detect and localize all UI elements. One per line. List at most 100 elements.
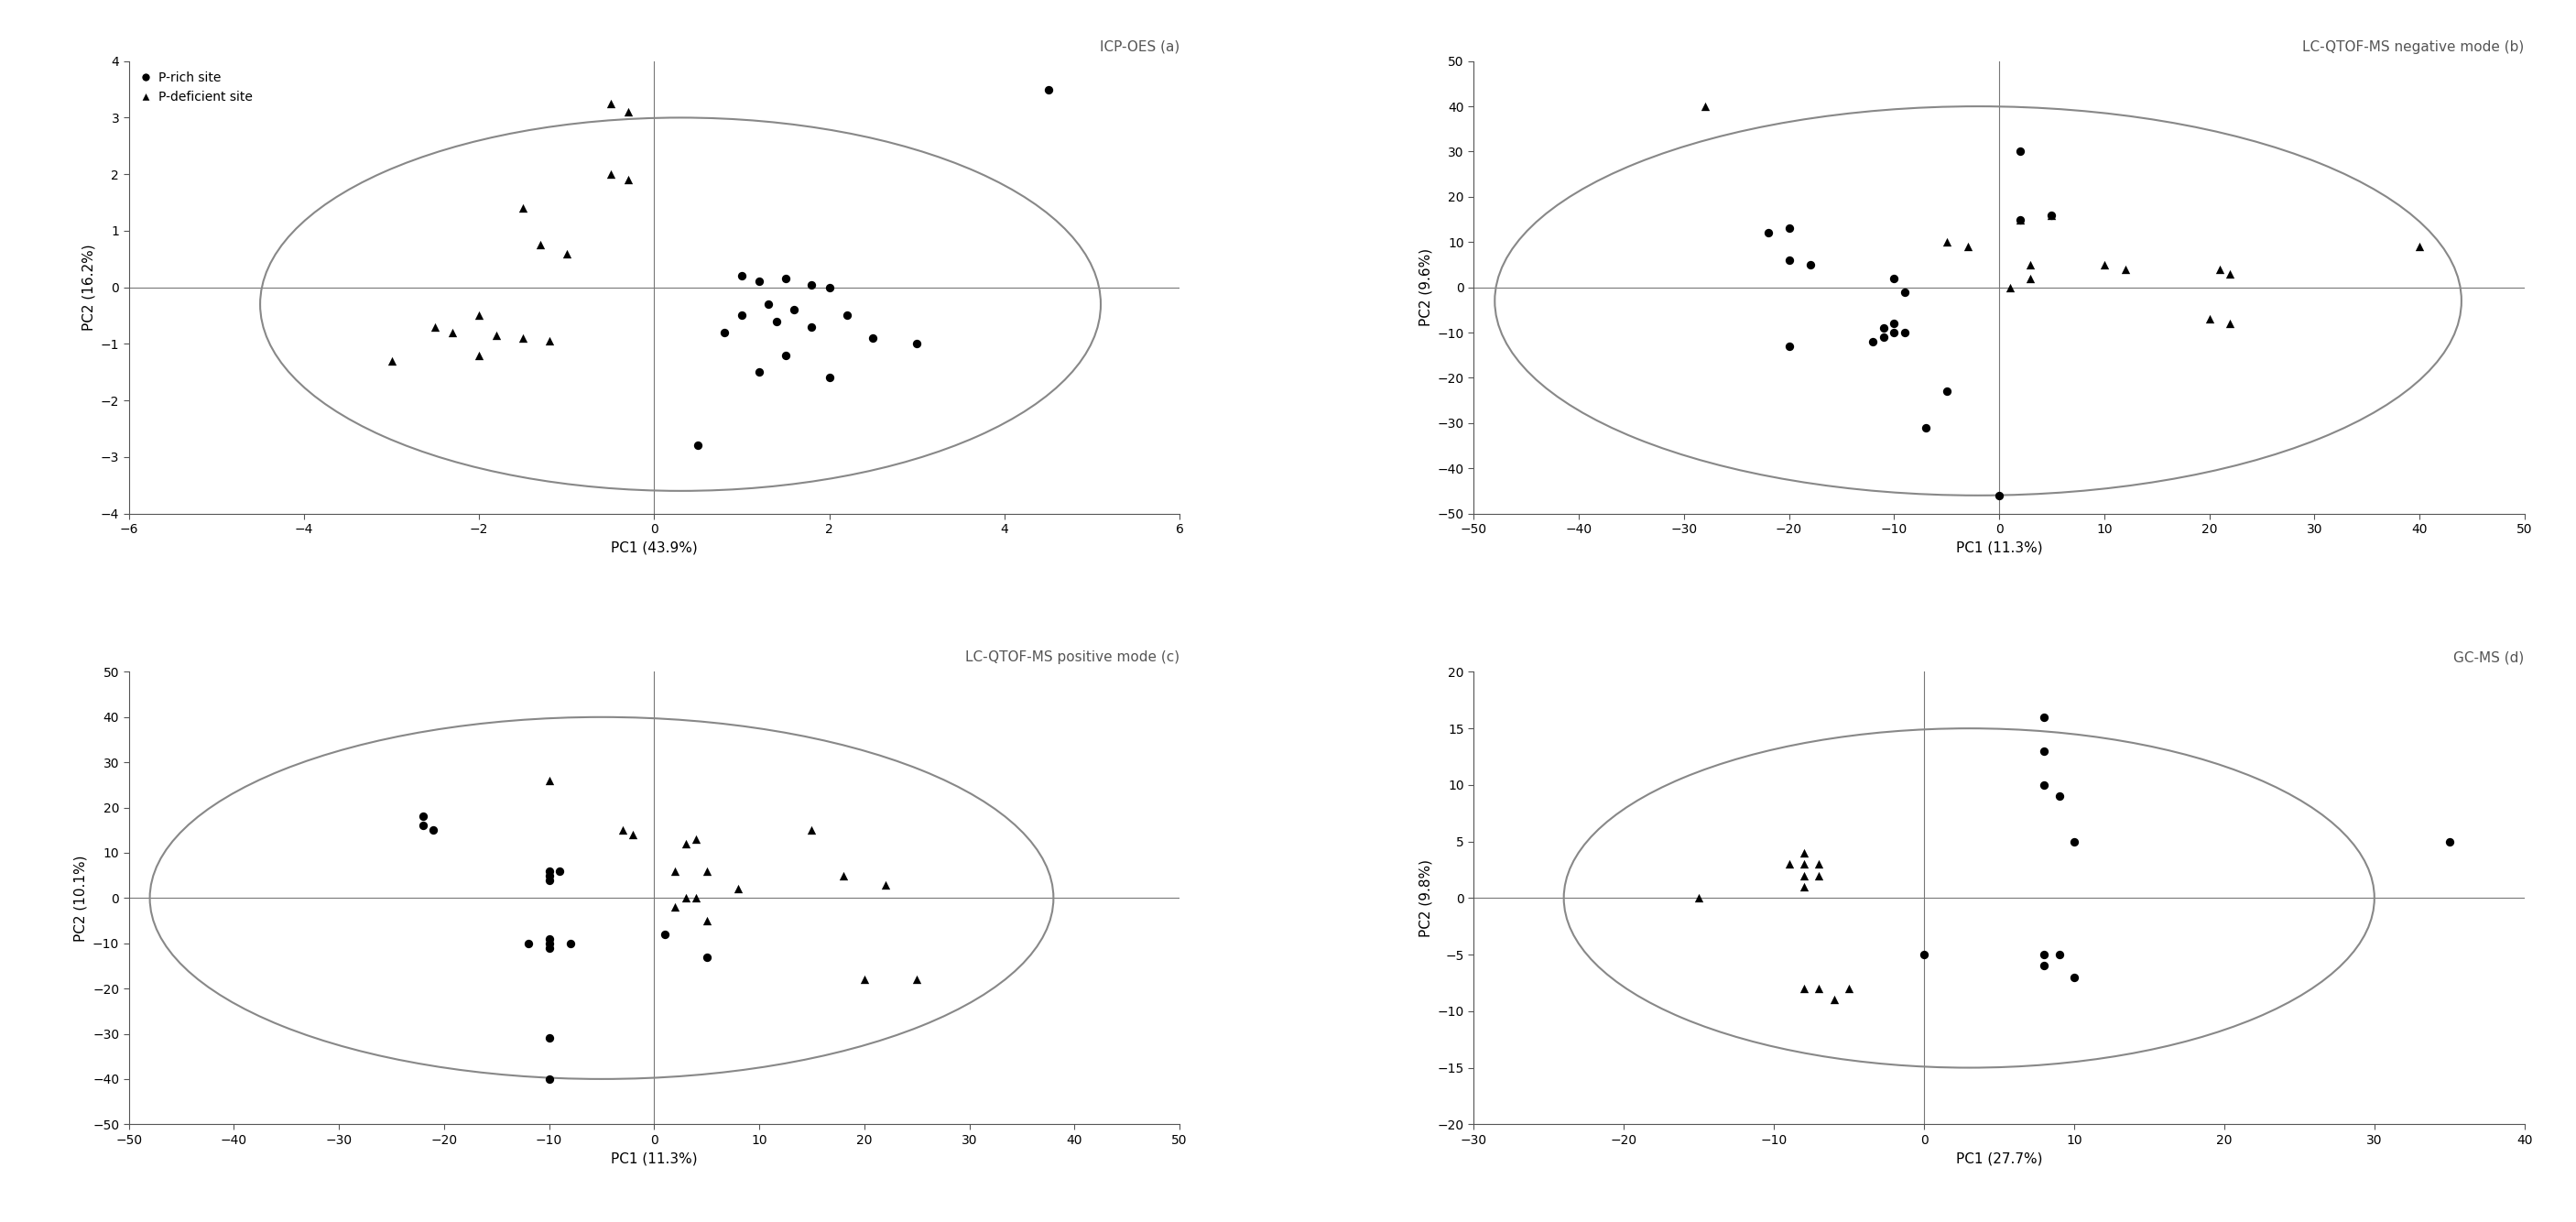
Point bbox=[1927, 381, 1968, 401]
Point bbox=[371, 351, 412, 370]
Point bbox=[2200, 259, 2241, 279]
Point bbox=[603, 820, 644, 840]
Y-axis label: PC2 (9.8%): PC2 (9.8%) bbox=[1419, 859, 1432, 937]
Point bbox=[675, 888, 716, 908]
Y-axis label: PC2 (10.1%): PC2 (10.1%) bbox=[75, 854, 88, 941]
Point bbox=[528, 771, 569, 791]
Point bbox=[1829, 979, 1870, 998]
Point bbox=[685, 862, 726, 881]
X-axis label: PC1 (43.9%): PC1 (43.9%) bbox=[611, 541, 698, 555]
Point bbox=[896, 970, 938, 990]
Point bbox=[1883, 323, 1924, 342]
Point bbox=[528, 929, 569, 948]
Point bbox=[1904, 945, 1945, 964]
Y-axis label: PC2 (9.6%): PC2 (9.6%) bbox=[1419, 248, 1432, 326]
Point bbox=[757, 312, 799, 331]
Point bbox=[2030, 205, 2071, 225]
Point bbox=[1989, 277, 2030, 297]
X-axis label: PC1 (27.7%): PC1 (27.7%) bbox=[1955, 1151, 2043, 1166]
Point bbox=[809, 277, 850, 297]
Point bbox=[613, 825, 654, 844]
Point bbox=[739, 271, 781, 291]
Point bbox=[2025, 956, 2066, 975]
Point bbox=[1814, 990, 1855, 1009]
Point bbox=[502, 329, 544, 348]
Legend: P-rich site, P-deficient site: P-rich site, P-deficient site bbox=[134, 67, 255, 108]
Point bbox=[1767, 251, 1808, 270]
Point bbox=[1978, 485, 2020, 505]
Point bbox=[2210, 264, 2251, 284]
Point bbox=[459, 306, 500, 325]
Point bbox=[866, 875, 907, 895]
Point bbox=[459, 346, 500, 365]
Point bbox=[528, 870, 569, 890]
Point bbox=[1906, 418, 1947, 437]
Point bbox=[477, 325, 518, 345]
Y-axis label: PC2 (16.2%): PC2 (16.2%) bbox=[82, 244, 95, 331]
Point bbox=[791, 820, 832, 840]
Point bbox=[402, 807, 443, 826]
Point bbox=[402, 816, 443, 836]
Point bbox=[685, 947, 726, 967]
Point bbox=[608, 103, 649, 122]
Point bbox=[1999, 142, 2040, 161]
Point bbox=[1783, 979, 1824, 998]
Point bbox=[1767, 219, 1808, 238]
Point bbox=[1783, 854, 1824, 874]
Point bbox=[2038, 945, 2079, 964]
Point bbox=[412, 820, 453, 840]
Point bbox=[1873, 269, 1914, 288]
Point bbox=[1999, 210, 2040, 230]
Point bbox=[1873, 323, 1914, 342]
Text: ICP-OES (a): ICP-OES (a) bbox=[1100, 40, 1180, 54]
X-axis label: PC1 (11.3%): PC1 (11.3%) bbox=[1955, 541, 2043, 555]
Point bbox=[1852, 332, 1893, 352]
Point bbox=[2025, 742, 2066, 761]
Point bbox=[654, 862, 696, 881]
Point bbox=[719, 879, 760, 898]
Point bbox=[538, 862, 580, 881]
Point bbox=[1767, 336, 1808, 356]
Point bbox=[1783, 877, 1824, 897]
Point bbox=[2210, 314, 2251, 334]
Point bbox=[2053, 968, 2094, 987]
X-axis label: PC1 (11.3%): PC1 (11.3%) bbox=[611, 1151, 698, 1166]
Point bbox=[1767, 854, 1808, 874]
Point bbox=[549, 934, 590, 953]
Point bbox=[433, 323, 474, 342]
Point bbox=[528, 934, 569, 953]
Point bbox=[1747, 224, 1788, 243]
Point bbox=[721, 306, 762, 325]
Point bbox=[2030, 205, 2071, 225]
Point bbox=[721, 266, 762, 286]
Point bbox=[528, 862, 569, 881]
Point bbox=[1783, 843, 1824, 863]
Point bbox=[677, 436, 719, 456]
Point bbox=[528, 938, 569, 958]
Point bbox=[2398, 237, 2439, 257]
Point bbox=[507, 934, 549, 953]
Point bbox=[546, 243, 587, 263]
Point bbox=[809, 368, 850, 387]
Point bbox=[502, 198, 544, 218]
Point bbox=[1883, 282, 1924, 302]
Point bbox=[590, 165, 631, 185]
Point bbox=[665, 888, 706, 908]
Point bbox=[590, 94, 631, 114]
Point bbox=[528, 1069, 569, 1089]
Point bbox=[2009, 269, 2050, 288]
Point bbox=[528, 331, 569, 351]
Point bbox=[827, 306, 868, 325]
Point bbox=[1680, 888, 1721, 908]
Point bbox=[1790, 255, 1832, 275]
Point bbox=[791, 318, 832, 337]
Point bbox=[1798, 854, 1839, 874]
Point bbox=[747, 295, 788, 314]
Point bbox=[644, 925, 685, 945]
Point bbox=[2429, 832, 2470, 852]
Point bbox=[1873, 314, 1914, 334]
Point bbox=[773, 301, 814, 320]
Point bbox=[1798, 865, 1839, 885]
Point bbox=[791, 275, 832, 295]
Point bbox=[1862, 327, 1904, 347]
